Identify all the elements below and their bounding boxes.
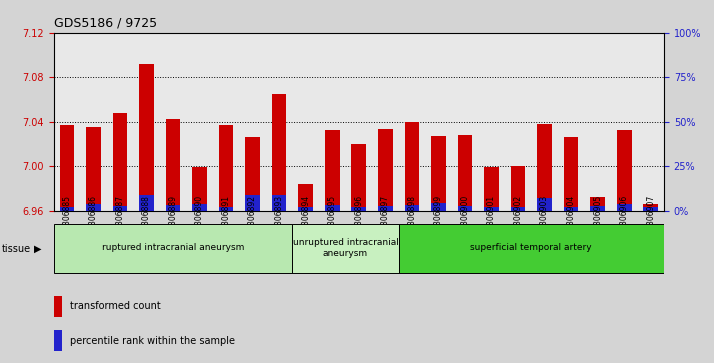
Text: GSM1306890: GSM1306890 [195, 195, 204, 246]
Bar [537, 124, 552, 211]
Bar [272, 195, 286, 211]
Bar [590, 197, 605, 211]
Bar [246, 195, 260, 211]
Bar [431, 203, 446, 211]
Bar [86, 204, 101, 211]
Bar [113, 113, 127, 211]
Text: GSM1306897: GSM1306897 [381, 195, 390, 246]
Bar [458, 206, 472, 211]
Text: transformed count: transformed count [69, 301, 161, 311]
Text: GSM1306887: GSM1306887 [116, 195, 124, 246]
Text: GSM1306893: GSM1306893 [275, 195, 283, 246]
Text: GSM1306907: GSM1306907 [646, 195, 655, 246]
Bar [511, 207, 526, 211]
Bar [59, 125, 74, 211]
Bar [54, 224, 293, 273]
Text: superficial temporal artery: superficial temporal artery [471, 243, 592, 252]
Bar [246, 137, 260, 211]
Bar [54, 330, 63, 351]
Bar [139, 64, 154, 211]
Text: GSM1306888: GSM1306888 [142, 195, 151, 246]
Bar [218, 207, 233, 211]
Text: ruptured intracranial aneurysm: ruptured intracranial aneurysm [102, 243, 244, 252]
Text: unruptured intracranial
aneurysm: unruptured intracranial aneurysm [293, 237, 398, 258]
Bar [643, 207, 658, 211]
Bar [590, 206, 605, 211]
Text: GSM1306906: GSM1306906 [620, 195, 629, 246]
Text: GSM1306896: GSM1306896 [354, 195, 363, 246]
Bar [511, 166, 526, 211]
Bar [405, 205, 419, 211]
Bar [86, 127, 101, 211]
Bar [113, 206, 127, 211]
Bar [617, 204, 631, 211]
Bar [272, 94, 286, 211]
Bar [643, 204, 658, 211]
Bar [192, 167, 207, 211]
Bar [537, 198, 552, 211]
Bar [166, 119, 181, 211]
Bar [59, 207, 74, 211]
Text: GSM1306902: GSM1306902 [513, 195, 523, 246]
Bar [617, 131, 631, 211]
Bar [484, 207, 499, 211]
Bar [293, 224, 398, 273]
Bar [54, 296, 63, 317]
Bar [398, 224, 664, 273]
Bar [325, 205, 340, 211]
Bar [405, 122, 419, 211]
Text: GSM1306892: GSM1306892 [248, 195, 257, 246]
Bar [484, 167, 499, 211]
Bar [351, 144, 366, 211]
Text: GSM1306901: GSM1306901 [487, 195, 496, 246]
Text: GSM1306904: GSM1306904 [567, 195, 575, 246]
Text: tissue: tissue [1, 244, 31, 254]
Text: percentile rank within the sample: percentile rank within the sample [69, 336, 235, 346]
Bar [564, 207, 578, 211]
Bar [298, 207, 313, 211]
Text: GSM1306886: GSM1306886 [89, 195, 98, 246]
Text: GSM1306900: GSM1306900 [461, 195, 469, 246]
Text: GSM1306885: GSM1306885 [62, 195, 71, 246]
Bar [378, 206, 393, 211]
Bar [166, 205, 181, 211]
Text: GSM1306903: GSM1306903 [540, 195, 549, 246]
Bar [564, 137, 578, 211]
Text: GSM1306905: GSM1306905 [593, 195, 602, 246]
Bar [139, 195, 154, 211]
Text: GSM1306898: GSM1306898 [408, 195, 416, 246]
Text: GSM1306891: GSM1306891 [221, 195, 231, 246]
Text: GSM1306899: GSM1306899 [434, 195, 443, 246]
Text: GSM1306894: GSM1306894 [301, 195, 310, 246]
Text: ▶: ▶ [34, 244, 42, 254]
Text: GDS5186 / 9725: GDS5186 / 9725 [54, 16, 156, 29]
Text: GSM1306889: GSM1306889 [169, 195, 178, 246]
Text: GSM1306895: GSM1306895 [328, 195, 337, 246]
Bar [298, 184, 313, 211]
Bar [325, 131, 340, 211]
Bar [431, 136, 446, 211]
Bar [378, 129, 393, 211]
Bar [351, 207, 366, 211]
Bar [218, 125, 233, 211]
Bar [192, 204, 207, 211]
Bar [458, 135, 472, 211]
